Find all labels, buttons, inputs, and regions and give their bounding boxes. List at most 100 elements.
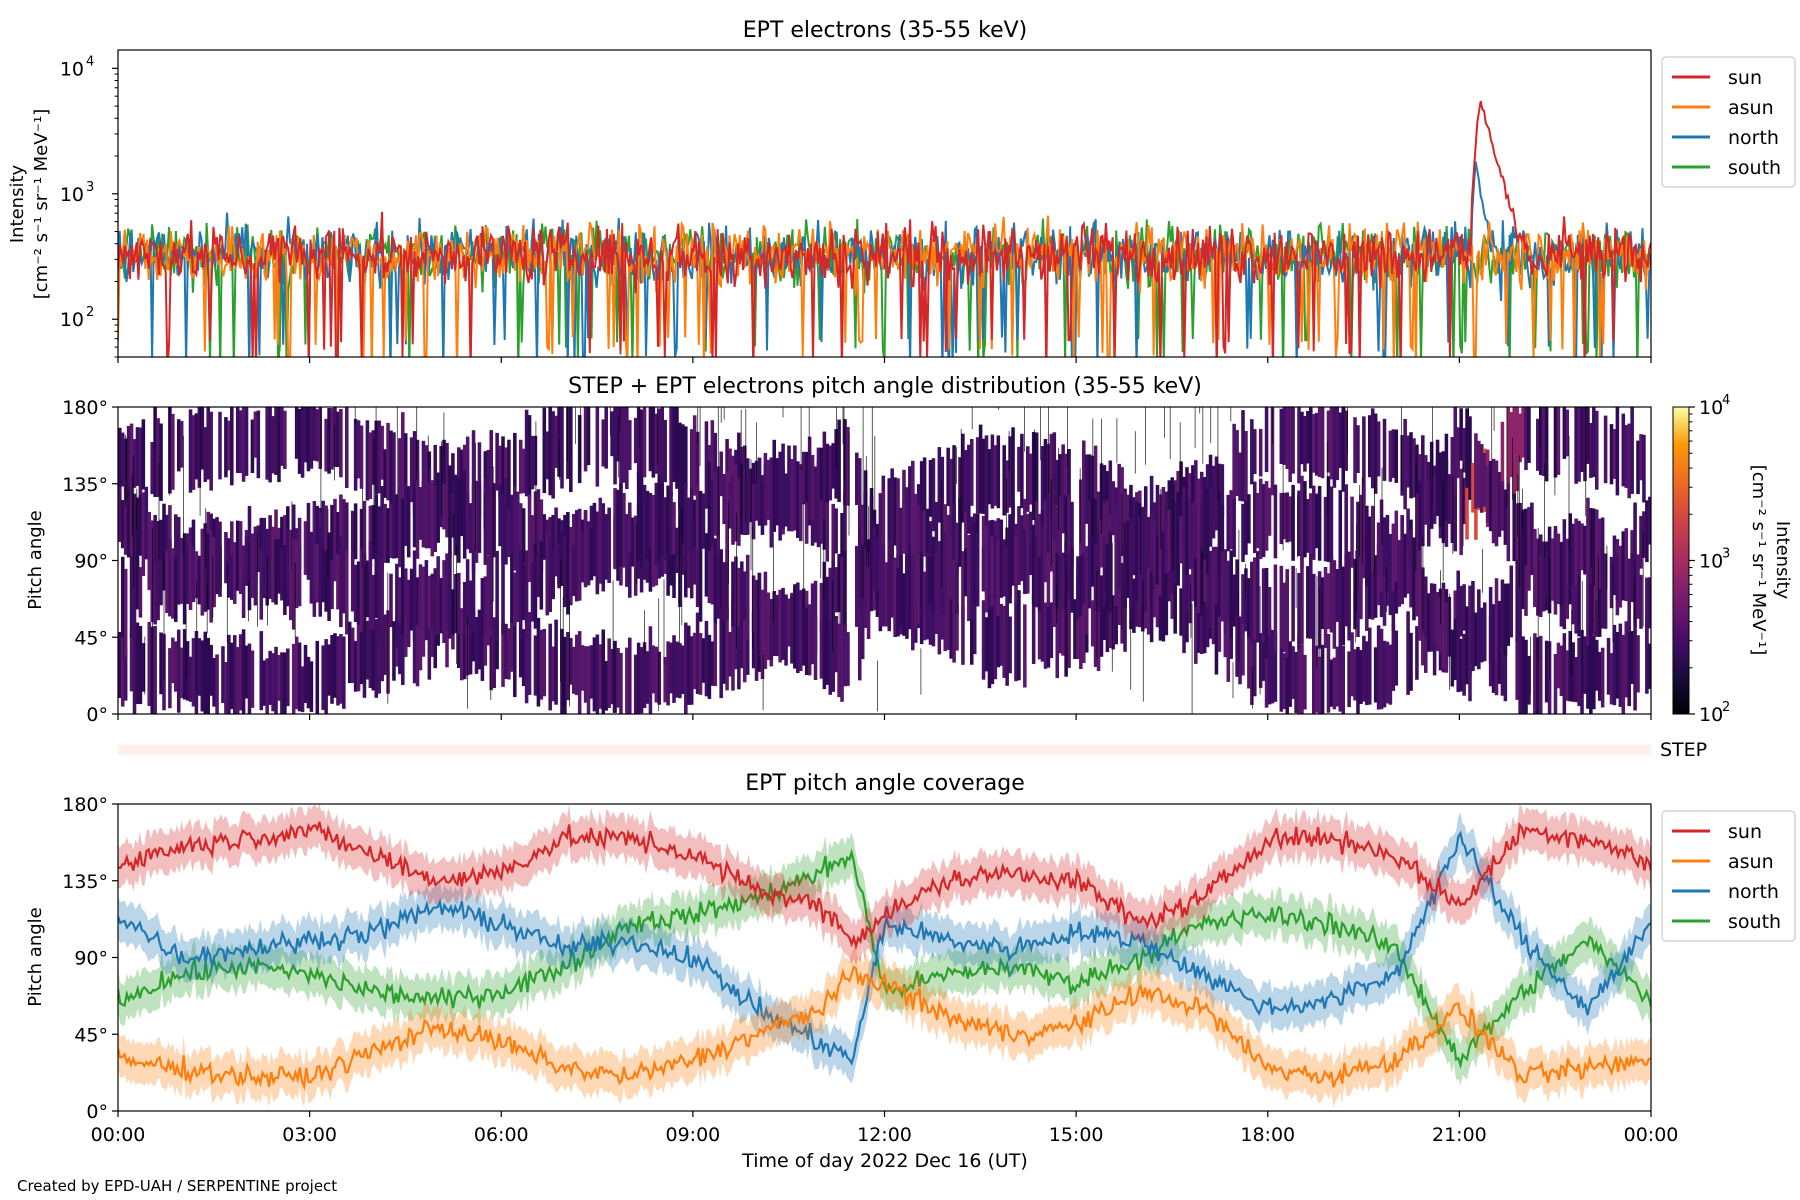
pad-cell bbox=[1621, 413, 1626, 487]
pad-cell bbox=[1367, 415, 1372, 478]
pad-cell bbox=[1615, 407, 1620, 496]
pad-cell bbox=[793, 588, 797, 669]
pad-cell bbox=[1347, 651, 1351, 708]
pad-cell bbox=[607, 522, 611, 583]
pad-cell bbox=[604, 407, 608, 469]
pad-cell bbox=[1250, 561, 1254, 644]
pad-cell bbox=[1376, 542, 1381, 606]
pad-cell bbox=[1586, 584, 1590, 646]
pad-cell bbox=[1447, 474, 1452, 524]
pad-cell bbox=[807, 604, 812, 676]
pad-cell bbox=[1553, 654, 1558, 714]
pad-cell bbox=[380, 621, 384, 682]
pad-cell bbox=[1477, 589, 1481, 670]
pad-cell bbox=[1297, 635, 1301, 714]
pad-cell bbox=[592, 637, 597, 712]
pad-cell bbox=[368, 540, 373, 631]
pad-cell bbox=[1105, 500, 1110, 568]
pad-cell bbox=[928, 557, 933, 605]
pad-cell bbox=[660, 484, 664, 556]
pad-cell bbox=[734, 464, 738, 542]
pad-cell bbox=[238, 521, 243, 594]
legend-box bbox=[1661, 56, 1796, 188]
pad-cell bbox=[651, 495, 656, 554]
pad-cell bbox=[689, 429, 694, 503]
pad-cell bbox=[306, 656, 311, 709]
pad-cell bbox=[1388, 533, 1393, 581]
pad-cell bbox=[843, 624, 847, 687]
pad-cell bbox=[946, 544, 950, 617]
pad-cell bbox=[120, 556, 125, 638]
pad-cell bbox=[524, 409, 529, 497]
pad-cell bbox=[280, 652, 284, 714]
pad-cell bbox=[504, 623, 508, 679]
pad-cell bbox=[120, 432, 125, 487]
pad-cell bbox=[819, 582, 824, 630]
pad-cell bbox=[1117, 463, 1121, 556]
pad-cell bbox=[1462, 633, 1466, 696]
pad-cell bbox=[277, 407, 281, 483]
pad-cell bbox=[831, 443, 835, 489]
pad-cell bbox=[521, 629, 526, 687]
pad-cell bbox=[418, 598, 423, 671]
pad-cell bbox=[374, 420, 379, 495]
pad-cell bbox=[666, 641, 670, 706]
pad-cell bbox=[1108, 531, 1113, 613]
pad-cell bbox=[1424, 576, 1428, 637]
pad-cell bbox=[1459, 585, 1463, 637]
pad-cell bbox=[1370, 408, 1375, 489]
pad-cell bbox=[1515, 407, 1519, 492]
pad-cell bbox=[247, 643, 252, 714]
pad-cell bbox=[212, 657, 216, 707]
pad-cell bbox=[1429, 583, 1434, 652]
pad-cell bbox=[1406, 435, 1410, 488]
pad-cell bbox=[359, 619, 364, 685]
pad-cell bbox=[781, 443, 785, 529]
pad-cell bbox=[1217, 572, 1222, 617]
pad-cell bbox=[1005, 460, 1009, 513]
pad-cell bbox=[480, 578, 485, 624]
pad-cell bbox=[403, 568, 408, 615]
pad-cell bbox=[318, 407, 323, 469]
pad-cell bbox=[1135, 576, 1139, 627]
pad-cell bbox=[589, 645, 594, 699]
pad-cell bbox=[1326, 410, 1331, 473]
pad-cell bbox=[153, 563, 157, 625]
pad-cell bbox=[1630, 553, 1634, 603]
pad-cell bbox=[521, 448, 526, 494]
intensity-ylabel-1: Intensity bbox=[7, 164, 28, 243]
coverage-x-ticks: 00:00 03:00 06:00 09:00 12:00 15:00 18:00 21:00… bbox=[91, 1111, 1678, 1146]
pad-cell bbox=[1415, 626, 1419, 680]
pad-cell bbox=[919, 552, 924, 603]
pad-cell bbox=[1515, 560, 1519, 642]
pad-cell bbox=[1197, 478, 1201, 565]
coverage-line-north bbox=[118, 830, 1651, 1066]
pad-cell bbox=[1536, 637, 1540, 714]
pad-cell bbox=[1017, 506, 1021, 585]
pad-cell bbox=[855, 452, 859, 506]
pad-cell bbox=[855, 545, 859, 627]
pad-cell bbox=[206, 407, 210, 480]
pad-cell bbox=[1267, 626, 1272, 705]
pad-cell bbox=[1367, 627, 1372, 705]
pad-cell bbox=[1518, 635, 1522, 714]
pad-cell bbox=[1017, 590, 1021, 681]
pad-cell bbox=[569, 638, 573, 685]
pad-cell bbox=[174, 558, 178, 622]
pad-cell bbox=[1291, 407, 1295, 474]
pad-cell bbox=[179, 647, 184, 699]
pad-cell bbox=[666, 485, 670, 557]
pad-cell bbox=[878, 536, 883, 627]
pad-cell bbox=[1335, 569, 1340, 622]
pad-cell bbox=[377, 506, 381, 566]
pad-cell bbox=[1282, 492, 1287, 540]
ytick-label: 0° bbox=[86, 1101, 108, 1123]
pad-cell bbox=[1202, 549, 1207, 602]
pad-cell bbox=[398, 438, 402, 501]
pad-cell bbox=[1527, 407, 1531, 463]
pad-cell bbox=[430, 480, 435, 557]
pad-cell bbox=[916, 505, 921, 566]
pad-cell bbox=[244, 537, 249, 586]
pad-cell bbox=[412, 550, 417, 641]
pad-cell bbox=[1648, 496, 1651, 545]
